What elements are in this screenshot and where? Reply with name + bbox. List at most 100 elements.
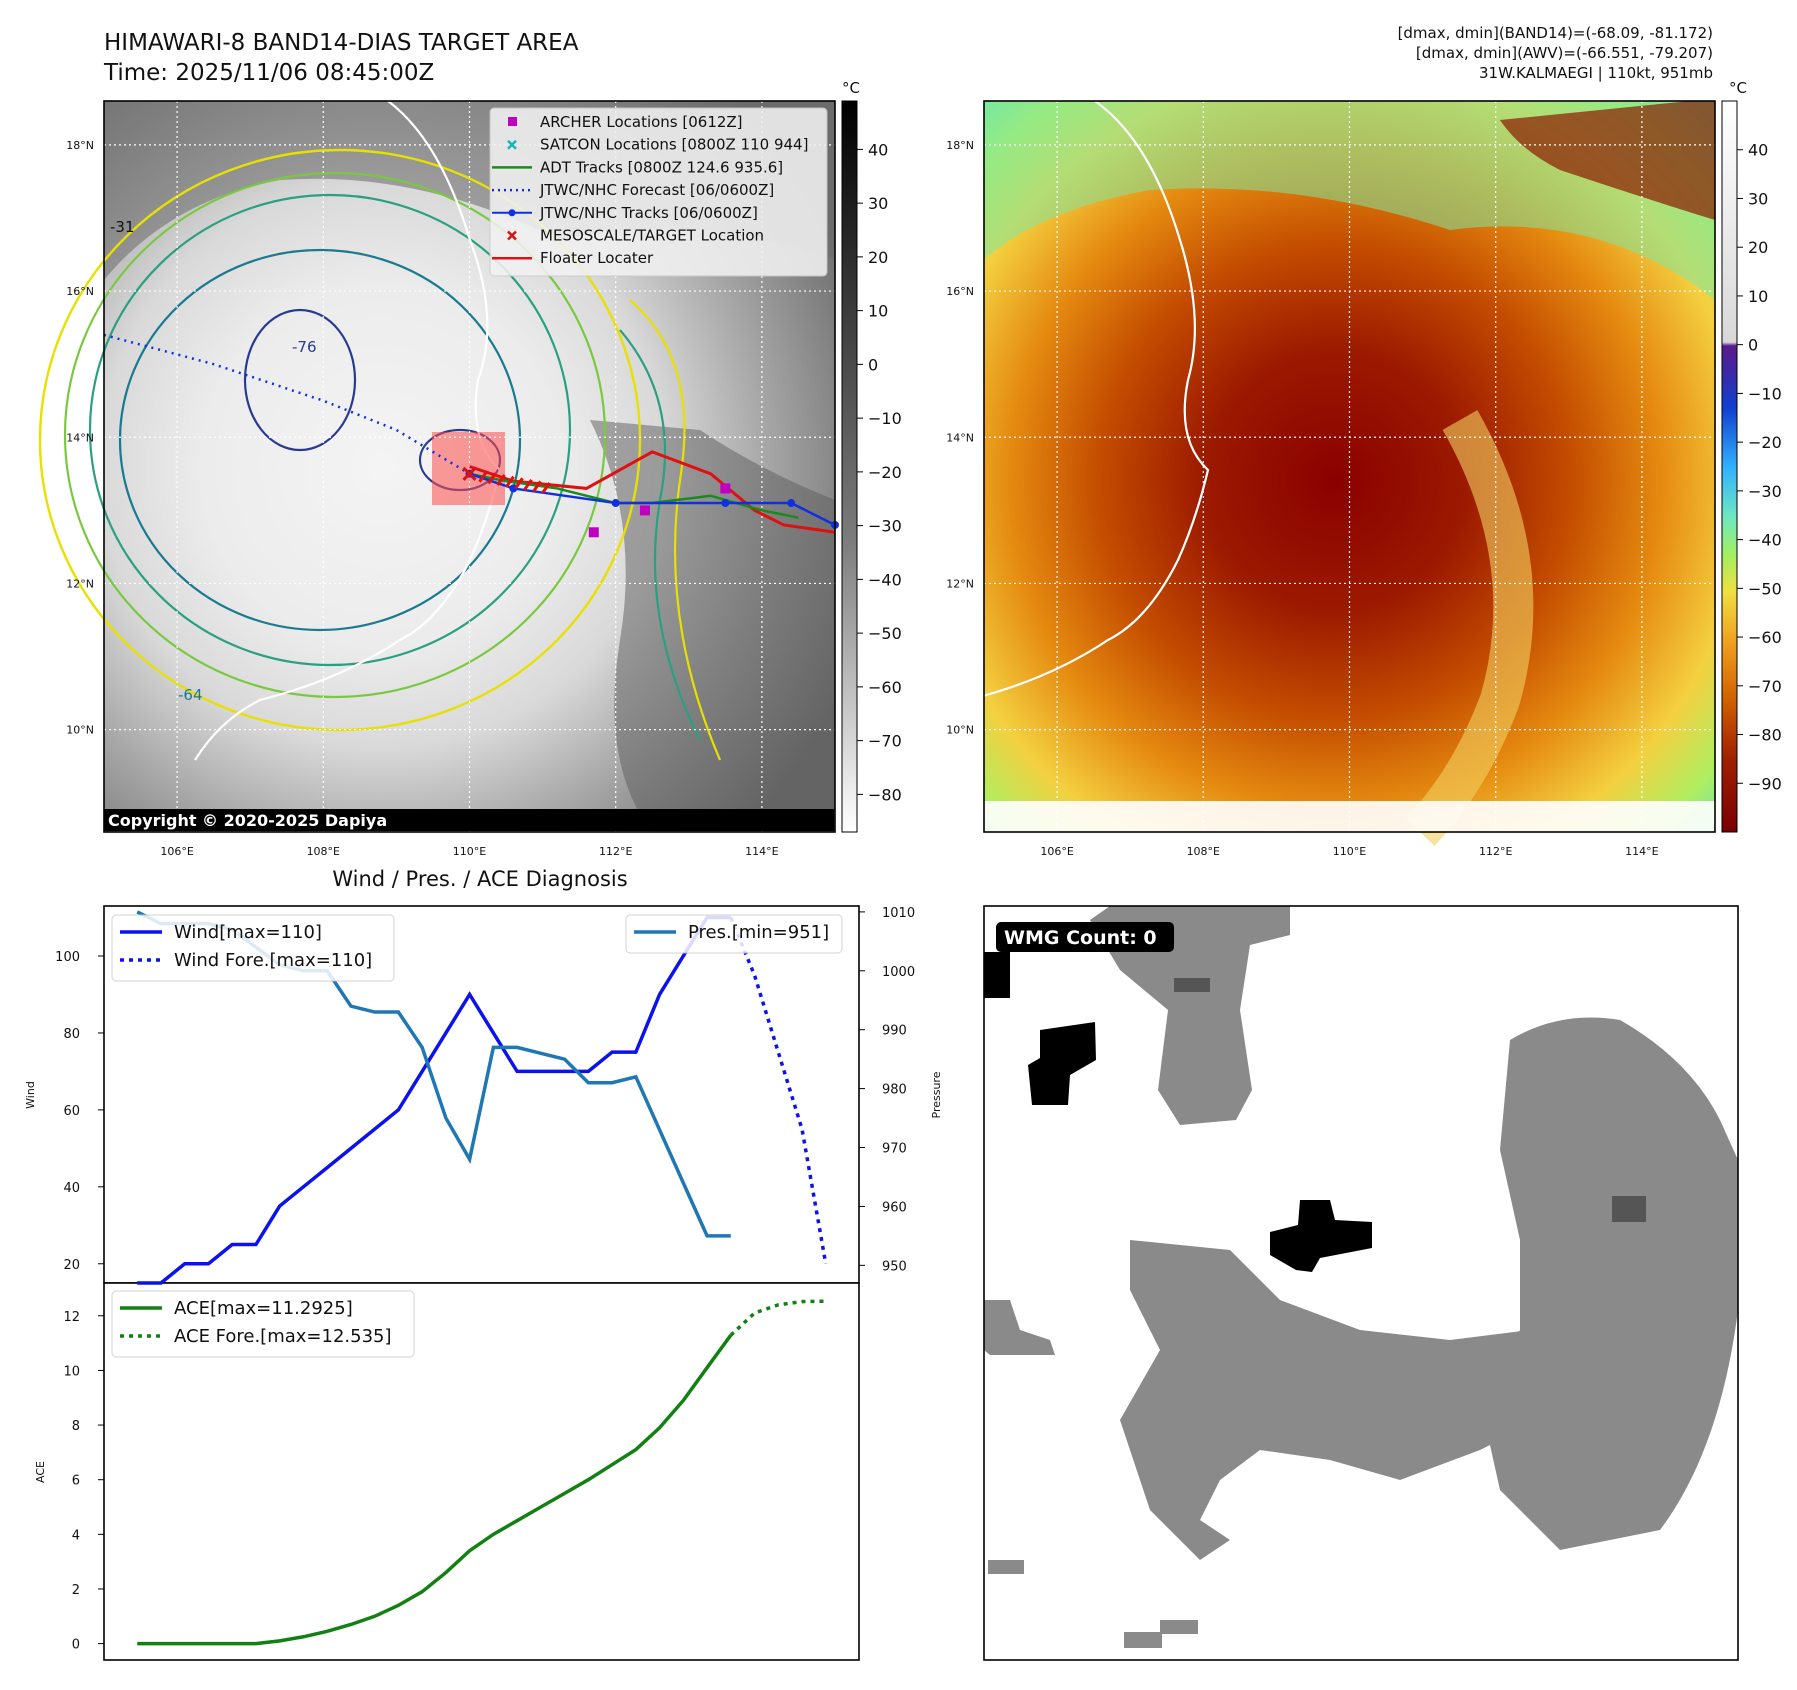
ir-legend-box — [489, 107, 828, 277]
colorbar-tick-label: 10 — [1748, 287, 1768, 306]
contour-76-a — [243, 308, 357, 452]
colorbar-tick-label: −30 — [868, 517, 902, 536]
lat-label: 18°N — [66, 139, 94, 152]
ace-legend: ACE[max=11.2925] ACE Fore.[max=12.535] — [111, 1290, 415, 1358]
wmg-count-label: WMG Count: 0 — [1004, 927, 1157, 949]
legend-marker-dot — [508, 209, 516, 217]
lat-label: 12°N — [946, 577, 974, 590]
awv-colorbar — [1721, 100, 1738, 833]
floater-barb — [541, 482, 551, 494]
awv-top-feature — [1500, 101, 1715, 220]
figure-time: Time: 2025/11/06 08:45:00Z — [103, 60, 434, 86]
lon-label: 110°E — [453, 845, 486, 858]
target-area-box — [432, 432, 505, 505]
legend-wind-fore-label: Wind Fore.[max=110] — [174, 950, 372, 971]
ir-dark-band — [590, 420, 835, 830]
ir-legend-label: JTWC/NHC Forecast [06/0600Z] — [539, 181, 774, 199]
ace-ylabel: ACE — [34, 1461, 47, 1483]
y-tick-label: 100 — [55, 950, 80, 965]
ir-axis-labels: 18°N 16°N 14°N 12°N 10°N 106°E 108°E 110°E 112°E… — [66, 139, 778, 858]
legend-ace-label: ACE[max=11.2925] — [174, 1298, 353, 1319]
wmg-gray-regions — [984, 906, 1738, 1648]
y-tick-label: 80 — [63, 1027, 80, 1042]
ir-gridlines — [104, 101, 835, 832]
y-tick-label: 0 — [72, 1638, 80, 1653]
wind-series-observed — [137, 915, 731, 1285]
pressure-axis: 950 960 970 980 990 1000 1010 — [859, 906, 915, 1274]
lon-label: 112°E — [599, 845, 632, 858]
wmg-region-left — [984, 1300, 1055, 1355]
y-tick-label: 10 — [63, 1364, 80, 1379]
colorbar-tick-label: 10 — [868, 302, 888, 321]
diagnosis-title: Wind / Pres. / ACE Diagnosis — [332, 867, 627, 891]
legend-ace-fore-label: ACE Fore.[max=12.535] — [174, 1326, 392, 1347]
pressure-ylabel: Pressure — [930, 1071, 943, 1118]
colorbar-tick-label: −90 — [1748, 774, 1782, 793]
y-tick-label: 20 — [63, 1258, 80, 1273]
awv-dry-slot — [1405, 410, 1534, 846]
ir-legend-label: ARCHER Locations [0612Z] — [540, 113, 743, 131]
wind-legend-box — [111, 914, 395, 982]
archer-location — [588, 527, 599, 538]
awv-coastline — [967, 100, 1210, 702]
pressure-legend: Pres.[min=951] — [625, 914, 843, 954]
contour-green — [63, 171, 607, 699]
colorbar-tick-label: 40 — [1748, 141, 1768, 160]
colorbar-tick-label: −20 — [1748, 433, 1782, 452]
y-tick-label: 970 — [882, 1142, 907, 1157]
y-tick-label: 980 — [882, 1083, 907, 1098]
lon-label: 108°E — [307, 845, 340, 858]
wmg-speck-1 — [988, 1560, 1024, 1574]
wmg-black-3 — [984, 952, 1010, 998]
ir-colorbar-unit: °C — [842, 79, 860, 97]
wmg-speck-3 — [1160, 1620, 1198, 1634]
lat-label: 14°N — [946, 431, 974, 444]
y-tick-label: 2 — [72, 1583, 80, 1598]
lon-label: 110°E — [1333, 845, 1366, 858]
lat-label: 16°N — [66, 285, 94, 298]
ir-map-frame — [103, 100, 836, 833]
wmg-black-regions — [984, 952, 1372, 1272]
ace-series-forecast — [729, 1299, 826, 1337]
colorbar-tick-label: 30 — [868, 194, 888, 213]
ir-legend-label: ADT Tracks [0800Z 124.6 935.6] — [540, 158, 783, 176]
ir-colorbar-ticks: 40 30 20 10 0 −10 −20 −30 −40 −50 −60 −70 −80 — [857, 140, 902, 804]
lon-label: 114°E — [745, 845, 778, 858]
wmg-panel: WMG Count: 0 — [983, 905, 1739, 1661]
lon-label: 112°E — [1479, 845, 1512, 858]
lat-label: 12°N — [66, 577, 94, 590]
ace-series-observed — [137, 1334, 733, 1646]
info-awv: [dmax, dmin](AWV)=(-66.551, -79.207) — [1416, 44, 1713, 62]
wind-legend: Wind[max=110] Wind Fore.[max=110] — [111, 914, 395, 982]
awv-map-panel — [967, 100, 1716, 846]
colorbar-tick-label: −10 — [1748, 384, 1782, 403]
y-tick-label: 1000 — [882, 965, 915, 980]
colorbar-tick-label: −50 — [1748, 579, 1782, 598]
contour-teal — [88, 193, 572, 667]
ir-legend-label: Floater Locater — [540, 249, 654, 267]
legend-marker-x — [507, 230, 517, 241]
jtwc-track-point — [611, 499, 620, 508]
y-tick-label: 960 — [882, 1200, 907, 1215]
ir-legend-label: MESOSCALE/TARGET Location — [540, 227, 764, 245]
ir-legend: ARCHER Locations [0612Z] SATCON Locations… — [489, 107, 828, 277]
wind-ylabel: Wind — [24, 1081, 37, 1109]
wmg-region-right — [1480, 1017, 1738, 1550]
colorbar-tick-label: −60 — [1748, 628, 1782, 647]
contour-31-band — [629, 299, 722, 761]
info-band14: [dmax, dmin](BAND14)=(-68.09, -81.172) — [1398, 24, 1713, 42]
ace-legend-box — [111, 1290, 415, 1358]
ir-tracks — [103, 333, 839, 538]
wmg-region-top — [1090, 906, 1290, 1125]
ir-legend-label: JTWC/NHC Tracks [06/0600Z] — [539, 204, 758, 222]
colorbar-tick-label: −10 — [868, 409, 902, 428]
contour-label-76: -76 — [292, 338, 317, 356]
floater-barb — [505, 475, 515, 488]
wmg-black-2 — [1270, 1200, 1372, 1272]
ace-axis: 0 2 4 6 8 10 12 — [63, 1310, 104, 1653]
y-tick-label: 6 — [72, 1474, 80, 1489]
archer-location — [639, 505, 650, 516]
floater-barb — [487, 472, 497, 485]
copyright-text: Copyright © 2020-2025 Dapiya — [108, 811, 387, 830]
lat-label: 10°N — [946, 724, 974, 737]
